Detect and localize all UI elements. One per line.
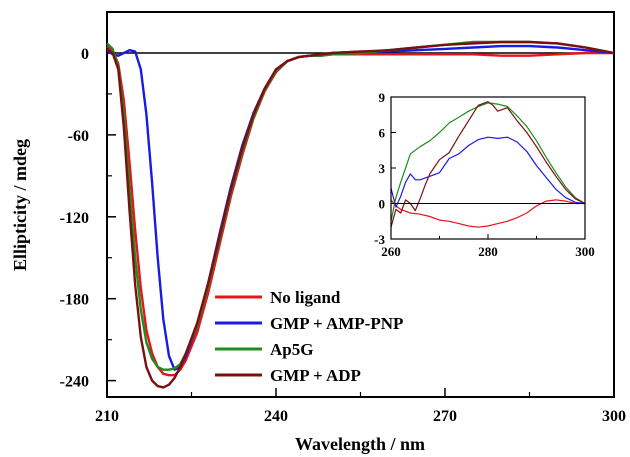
inset-series-line-ap5g <box>390 102 586 222</box>
main-x-tick-label: 210 <box>95 408 119 425</box>
inset-x-tick-label: 260 <box>381 244 401 259</box>
inset-y-tick-label: 0 <box>379 197 386 212</box>
inset-y-tick-label: 6 <box>379 126 386 141</box>
inset-y-tick-label: 9 <box>379 90 386 105</box>
legend-label-ap5g: Ap5G <box>270 340 313 359</box>
inset-y-axis-ticks: 9 6 3 0 -3 <box>374 90 396 247</box>
main-y-tick-label: -120 <box>60 210 89 227</box>
inset-x-tick-label: 280 <box>478 244 498 259</box>
inset-background <box>391 97 585 239</box>
y-axis-label: Ellipticity / mdeg <box>10 139 30 271</box>
inset-y-tick-label: -3 <box>374 232 385 247</box>
inset-x-tick-label: 300 <box>575 244 595 259</box>
inset-series-group <box>390 101 586 228</box>
legend: No ligand GMP + AMP-PNP Ap5G GMP + ADP <box>215 288 403 385</box>
inset-x-axis-ticks: 260 280 300 <box>381 234 595 259</box>
main-y-axis-ticks: 0 -60 -120 -180 -240 <box>60 11 116 391</box>
legend-label-no-ligand: No ligand <box>270 288 341 307</box>
main-x-tick-label: 270 <box>433 408 457 425</box>
main-y-tick-label: -240 <box>60 374 89 391</box>
main-x-tick-label: 300 <box>602 408 626 425</box>
inset-y-tick-label: 3 <box>379 161 386 176</box>
main-y-tick-label: 0 <box>81 46 89 63</box>
inset-series-line-no-ligand <box>390 199 585 228</box>
inset-plot: 260 280 300 9 6 3 0 -3 <box>374 90 595 259</box>
main-y-tick-label: -60 <box>68 128 89 145</box>
main-x-tick-label: 240 <box>264 408 288 425</box>
series-line-gmp-adp <box>106 40 615 389</box>
x-axis-label: Wavelength / nm <box>295 434 425 454</box>
legend-label-gmp-amp-pnp: GMP + AMP-PNP <box>270 314 403 333</box>
main-series-group <box>106 40 615 389</box>
inset-series-line-gmp-amp-pnp <box>390 136 586 208</box>
legend-label-gmp-adp: GMP + ADP <box>270 366 361 385</box>
main-plot: 210 240 270 300 0 -60 -120 -180 -240 <box>60 11 626 425</box>
inset-series-line-gmp-adp <box>390 101 586 228</box>
main-y-tick-label: -180 <box>60 292 89 309</box>
main-x-axis-ticks: 210 240 270 300 <box>95 388 626 425</box>
